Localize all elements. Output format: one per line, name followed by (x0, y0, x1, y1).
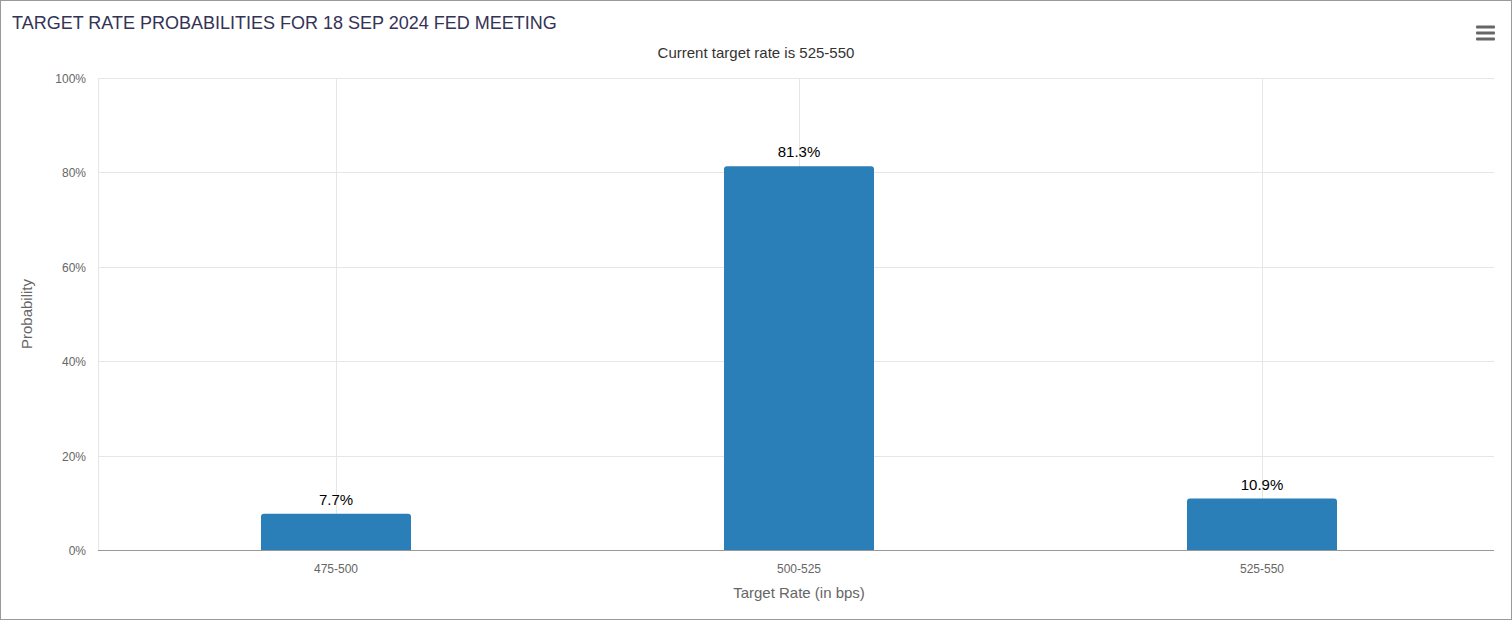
y-axis-line (98, 78, 99, 550)
y-tick-label: 80% (62, 166, 86, 180)
grid (98, 78, 1494, 551)
y-axis-title: Probability (18, 278, 35, 349)
frame (1, 1, 1512, 620)
x-tick-label: 475-500 (314, 562, 358, 576)
y-tick-label: 40% (62, 355, 86, 369)
y-tick-label: 0% (69, 544, 87, 558)
menu-bar (1476, 26, 1495, 29)
menu-icon[interactable] (1476, 26, 1495, 41)
bars (261, 166, 1337, 550)
y-tick-label: 20% (62, 450, 86, 464)
title: TARGET RATE PROBABILITIES FOR 18 SEP 202… (12, 13, 557, 33)
data-label: 81.3% (778, 143, 821, 160)
data-label: 10.9% (1241, 476, 1284, 493)
bar (724, 166, 874, 550)
x-tick-label: 525-550 (1240, 562, 1284, 576)
grid-line-vertical (336, 78, 337, 550)
x-axis-title: Target Rate (in bps) (733, 584, 865, 601)
menu-bar (1476, 32, 1495, 35)
y-tick-label: 60% (62, 261, 86, 275)
bar (261, 514, 411, 550)
grid-line (98, 550, 1494, 551)
bar (1187, 499, 1337, 550)
x-axis-line (98, 550, 1494, 551)
subtitle: Current target rate is 525-550 (658, 44, 855, 61)
y-tick-label: 100% (55, 72, 86, 86)
grid-line (98, 78, 1494, 79)
data-label: 7.7% (319, 491, 353, 508)
menu-bar (1476, 38, 1495, 41)
x-tick-label: 500-525 (777, 562, 821, 576)
chart: TARGET RATE PROBABILITIES FOR 18 SEP 202… (0, 0, 1512, 620)
